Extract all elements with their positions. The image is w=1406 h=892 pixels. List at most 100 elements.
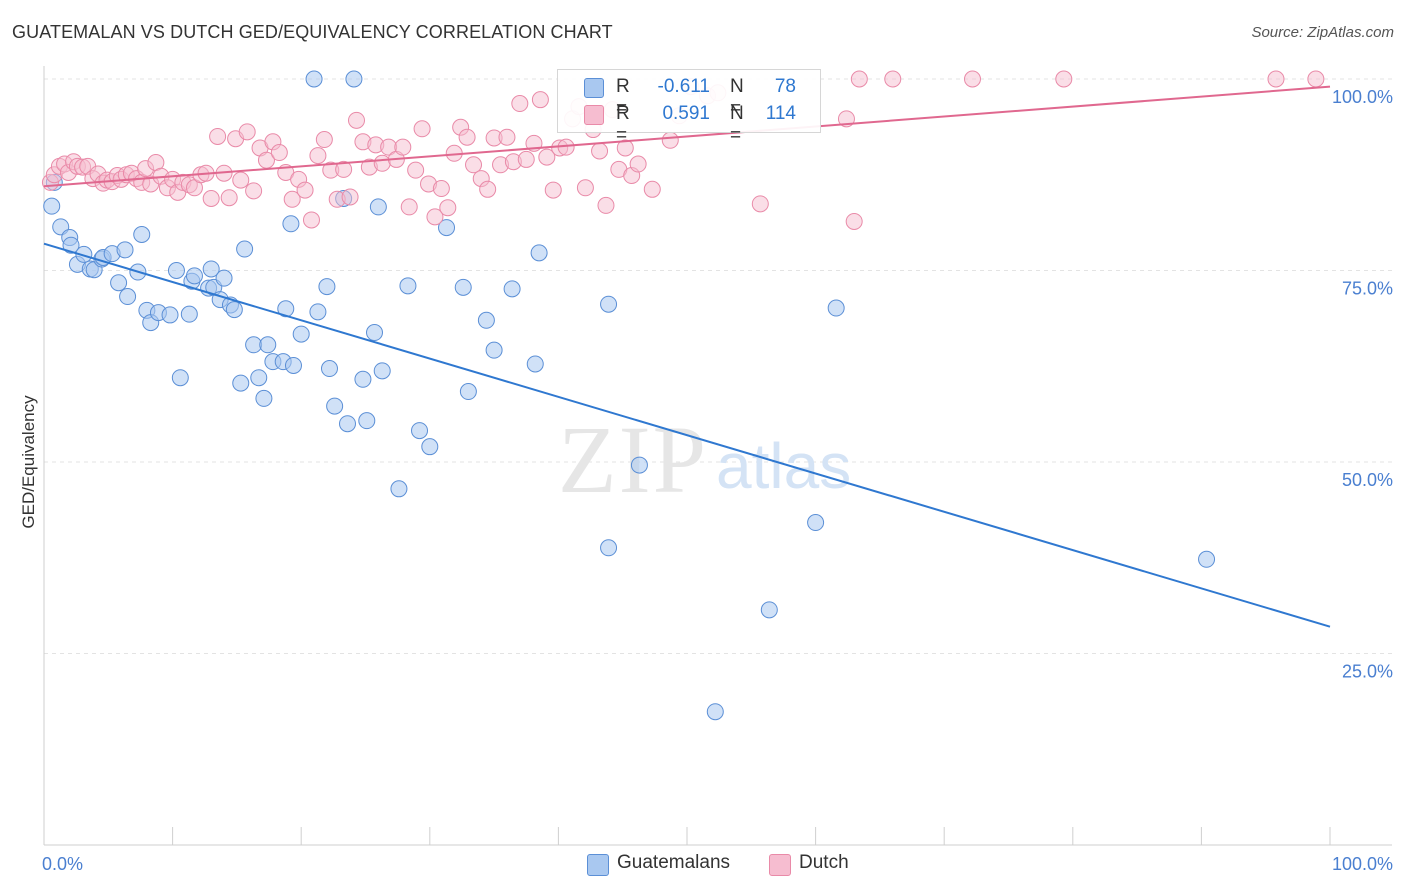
dutch-point (413, 120, 431, 138)
dutch-point (845, 212, 863, 230)
dutch-point (407, 161, 425, 179)
y-axis-label: GED/Equivalency (19, 395, 38, 529)
dutch-point (309, 147, 327, 165)
dutch-point (465, 156, 483, 174)
guatemalans-point (75, 245, 93, 263)
axes (43, 66, 1392, 846)
dutch-point (751, 195, 769, 213)
dutch-point (884, 70, 902, 88)
legend-label-dutch: Dutch (799, 852, 849, 873)
watermark-zip: ZIP (558, 406, 708, 513)
x-tick-label: 0.0% (42, 854, 83, 874)
legend-swatch-dutch (584, 105, 604, 125)
dutch-point (373, 154, 391, 172)
guatemalans-point (399, 277, 417, 295)
dutch-point (517, 150, 535, 168)
dutch-point (1055, 70, 1073, 88)
guatemalans-point (526, 355, 544, 373)
guatemalans-point (259, 336, 277, 354)
guatemalans-point (110, 274, 128, 292)
guatemalans-point (503, 280, 521, 298)
guatemalans-point (161, 306, 179, 324)
guatemalans-point (358, 412, 376, 430)
guatemalans-point (454, 278, 472, 296)
dutch-point (400, 198, 418, 216)
y-tick-label: 50.0% (1342, 470, 1393, 490)
guatemalans-point (277, 300, 295, 318)
source-label: Source: ZipAtlas.com (1251, 24, 1394, 41)
legend-r-value: -0.611 (657, 76, 710, 97)
y-tick-label: 75.0% (1342, 279, 1393, 299)
dutch-point (220, 189, 238, 207)
guatemalans-point (202, 260, 220, 278)
guatemalans-point (320, 360, 338, 378)
guatemalans-point (250, 369, 268, 387)
y-tick-label: 25.0% (1342, 662, 1393, 682)
guatemalans-point (366, 324, 384, 342)
guatemalans-point (284, 356, 302, 374)
dutch-point (576, 179, 594, 197)
dutch-points (41, 70, 1325, 230)
dutch-point (591, 142, 609, 160)
dutch-point (202, 189, 220, 207)
dutch-point (458, 128, 476, 146)
dutch-point (479, 180, 497, 198)
guatemalans-point (171, 369, 189, 387)
dutch-point (850, 70, 868, 88)
dutch-point (629, 155, 647, 173)
dutch-point (531, 91, 549, 109)
dutch-point (661, 131, 679, 149)
dutch-point (538, 148, 556, 166)
dutch-point (1307, 70, 1325, 88)
legend-swatch-guatemalans (584, 78, 604, 98)
dutch-point (209, 127, 227, 145)
watermark-atlas: atlas (716, 430, 851, 502)
tick-labels: 0.0% 100.0% 25.0% 50.0% 75.0% 100.0% (42, 87, 1393, 874)
guatemalans-point (236, 240, 254, 258)
guatemalans-point (225, 301, 243, 319)
dutch-point (394, 138, 412, 156)
guatemalans-point (245, 336, 263, 354)
guatemalans-point (292, 325, 310, 343)
guatemalans-point (600, 295, 618, 313)
guatemalans-point (477, 311, 495, 329)
dutch-point (302, 211, 320, 229)
guatemalans-point (760, 601, 778, 619)
legend-swatch-guatemalans (587, 854, 609, 876)
dutch-point (270, 144, 288, 162)
guatemalans-point (630, 456, 648, 474)
dutch-point (347, 111, 365, 129)
guatemalans-point (116, 241, 134, 259)
guatemalans-point (338, 415, 356, 433)
dutch-point (426, 208, 444, 226)
guatemalans-point (390, 480, 408, 498)
guatemalans-point (807, 514, 825, 532)
guatemalans-point (354, 370, 372, 388)
guatemalans-points (43, 70, 1216, 721)
legend-n-value: 114 (765, 103, 796, 124)
guatemalans-point (255, 389, 273, 407)
dutch-point (296, 181, 314, 199)
dutch-point (511, 95, 529, 113)
guatemalans-point (421, 438, 439, 456)
legend-swatch-dutch (769, 854, 791, 876)
dutch-point (597, 196, 615, 214)
dutch-point (1267, 70, 1285, 88)
guatemalans-point (62, 236, 80, 254)
dutch-point (432, 180, 450, 198)
guatemalans-point (411, 422, 429, 440)
guatemalans-point (167, 262, 185, 279)
guatemalans-point (215, 269, 233, 287)
dutch-point (245, 182, 263, 200)
dutch-point (315, 131, 333, 149)
guatemalans-point (305, 70, 323, 88)
guatemalans-point (309, 303, 327, 321)
guatemalans-point (1198, 550, 1216, 568)
guatemalans-point (185, 267, 203, 285)
guatemalans-point (438, 219, 456, 237)
guatemalans-point (326, 397, 344, 415)
legend-n-value: 78 (774, 76, 796, 97)
guatemalans-point (119, 288, 137, 306)
legend-r-value: 0.591 (662, 103, 710, 124)
